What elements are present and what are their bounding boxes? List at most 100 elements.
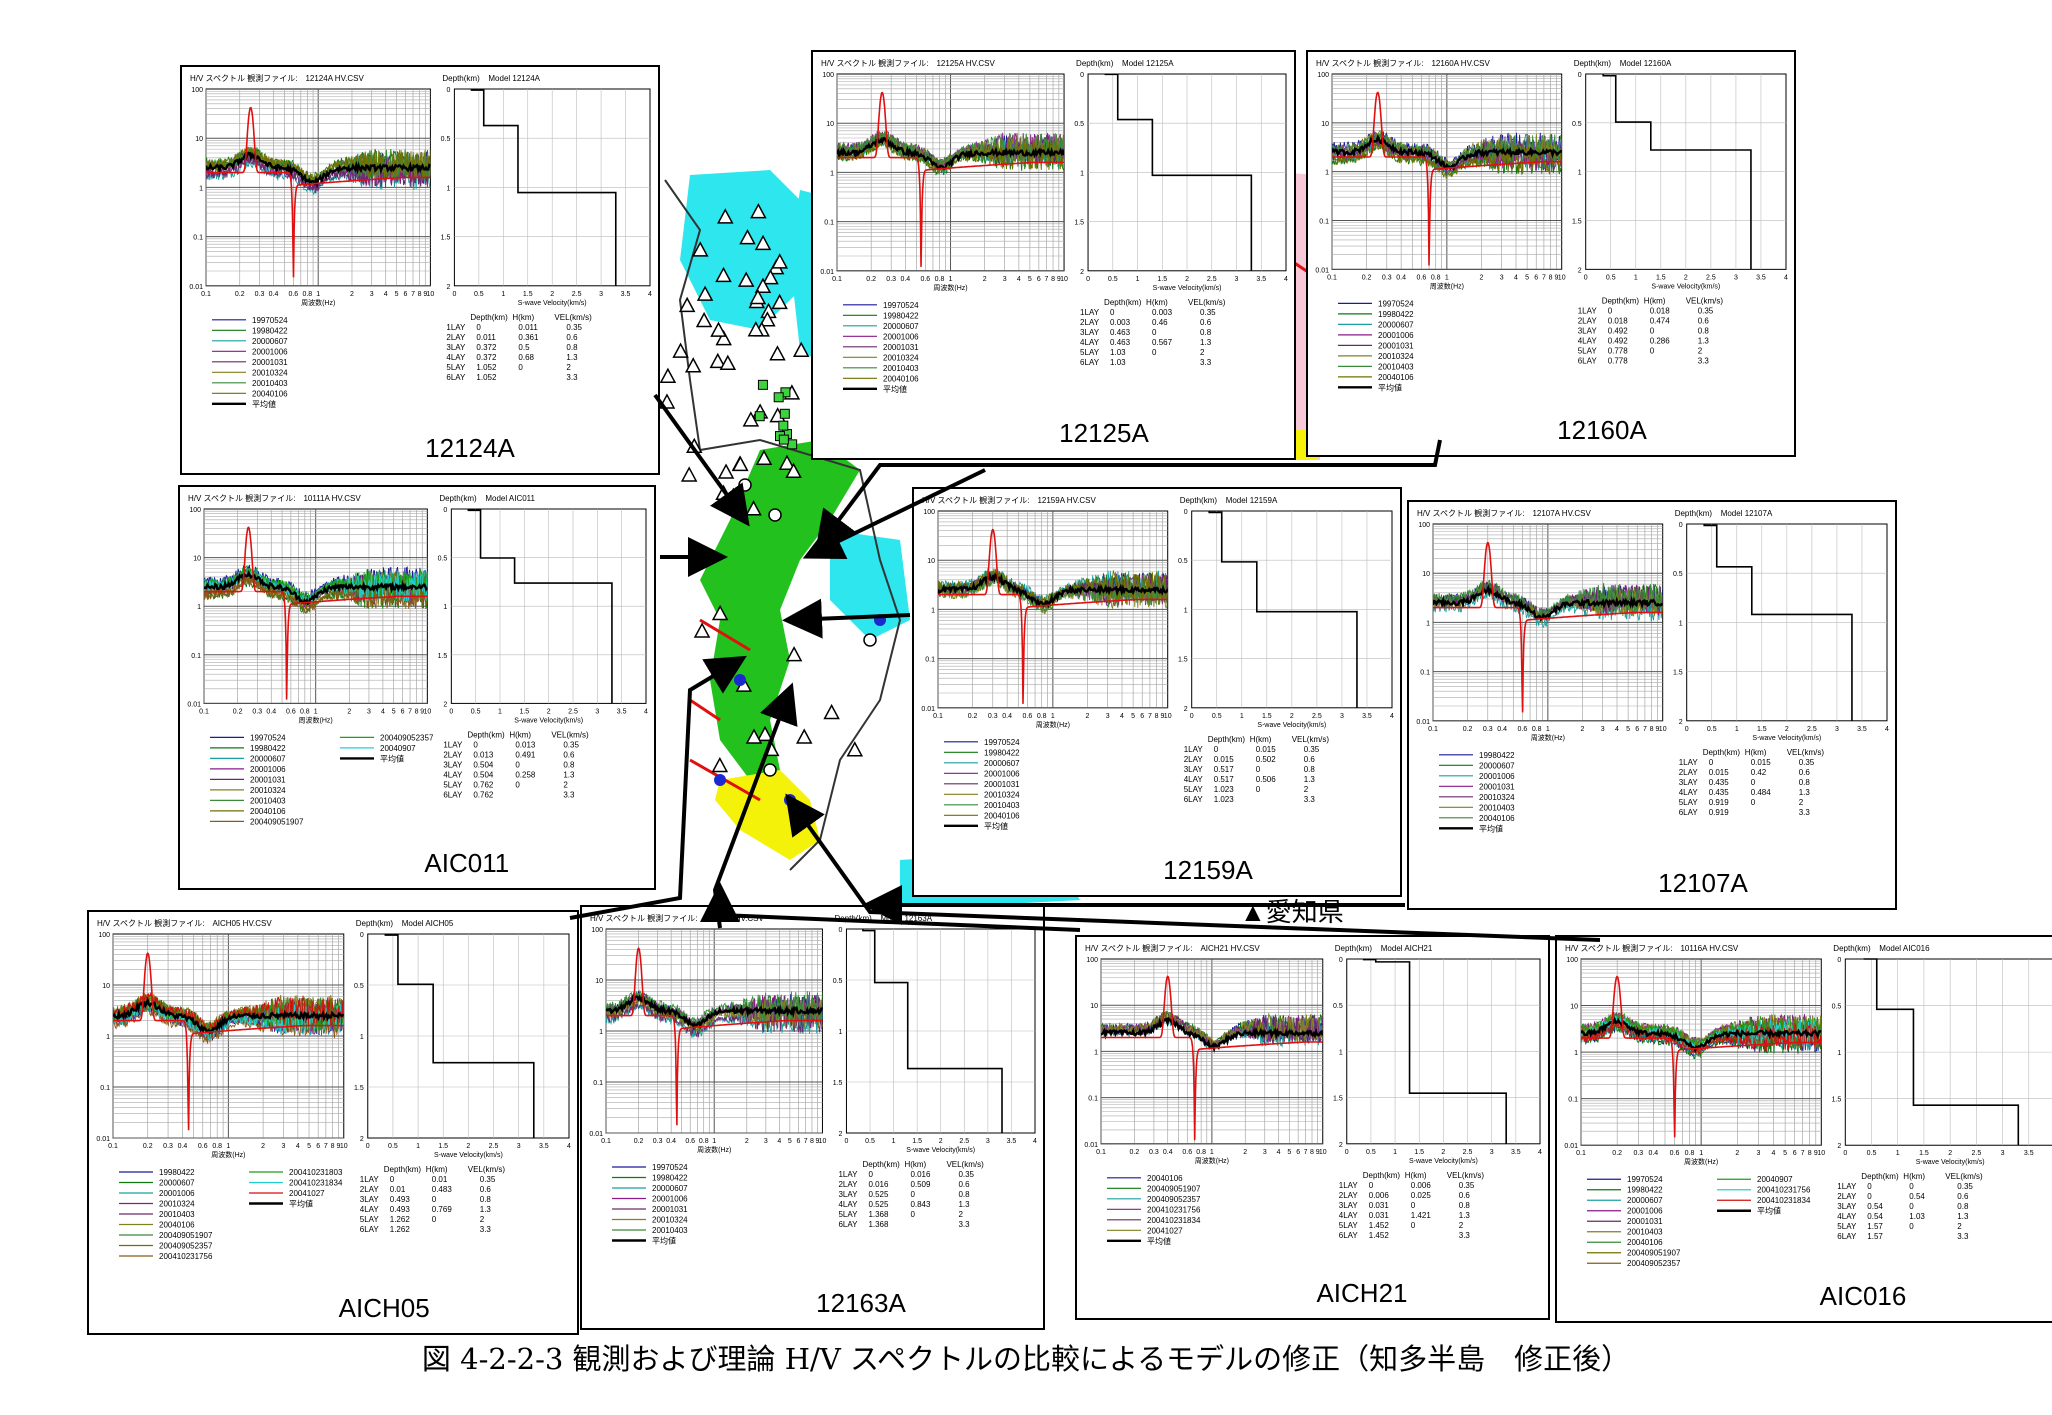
layer-name: 4LAY bbox=[1080, 338, 1100, 347]
layer-thickness: 0.025 bbox=[1411, 1191, 1432, 1200]
legend-label: 20001031 bbox=[1479, 782, 1515, 791]
profile-y-tick: 0.5 bbox=[1178, 558, 1188, 565]
model-label: Model AIC011 bbox=[485, 494, 535, 503]
profile-x-tick: 2 bbox=[939, 1138, 943, 1145]
legend-label: 平均値 bbox=[1479, 823, 1503, 833]
hv-x-tick: 7 bbox=[1045, 276, 1049, 283]
site-label: AICH21 bbox=[1316, 1278, 1407, 1308]
hv-x-tick: 3 bbox=[281, 1143, 285, 1150]
theoretical-spectrum bbox=[1332, 91, 1562, 266]
depth-header: Depth(km) bbox=[1675, 509, 1713, 518]
hv-y-tick: 1 bbox=[106, 1034, 110, 1041]
layer-depth: 0 bbox=[1214, 745, 1219, 754]
hv-x-label: 周波数(Hz) bbox=[1430, 281, 1464, 290]
layer-name: 6LAY bbox=[1080, 358, 1100, 367]
profile-x-tick: 1.5 bbox=[1919, 1150, 1929, 1157]
profile-y-tick: 1 bbox=[360, 1034, 364, 1041]
profile-x-tick: 3 bbox=[595, 708, 599, 715]
layer-name: 6LAY bbox=[1679, 808, 1699, 817]
layer-name: 2LAY bbox=[1184, 755, 1204, 764]
theoretical-spectrum bbox=[206, 106, 431, 278]
profile-x-label: S-wave Velocity(km/s) bbox=[1752, 735, 1821, 742]
layer-thickness: 0.003 bbox=[1152, 308, 1173, 317]
layer-depth: 0 bbox=[1369, 1181, 1374, 1190]
panel-svg: H/V スペクトル 観測ファイル: 10111A HV.CSV Depth(km)… bbox=[187, 493, 648, 878]
observed-spectrum bbox=[113, 1001, 344, 1041]
hv-x-label: 周波数(Hz) bbox=[1195, 1156, 1229, 1165]
hv-y-tick: 100 bbox=[1086, 957, 1098, 964]
layer-name: 6LAY bbox=[360, 1225, 380, 1234]
profile-x-label: S-wave Velocity(km/s) bbox=[1409, 1158, 1478, 1165]
hv-x-tick: 5 bbox=[1028, 276, 1032, 283]
profile-x-tick: 3 bbox=[986, 1138, 990, 1145]
hv-x-tick: 7 bbox=[411, 291, 415, 298]
profile-x-tick: 2.5 bbox=[959, 1138, 969, 1145]
panel-svg: H/V スペクトル 観測ファイル: 12107A HV.CSV Depth(km)… bbox=[1416, 508, 1889, 898]
profile-x-tick: 2 bbox=[1441, 1149, 1445, 1156]
layer-depth: 0.015 bbox=[1214, 755, 1235, 764]
layer-velocity: 1.3 bbox=[566, 353, 578, 362]
station-circle-open bbox=[738, 478, 752, 492]
layer-thickness: 0.016 bbox=[910, 1170, 931, 1179]
layer-velocity: 0.6 bbox=[566, 333, 578, 342]
hv-x-tick: 4 bbox=[1772, 1150, 1776, 1157]
legend-label: 19970524 bbox=[1378, 299, 1414, 308]
hv-x-tick: 0.2 bbox=[235, 291, 245, 298]
hv-y-tick: 1 bbox=[830, 170, 834, 177]
panel-svg: H/V スペクトル 観測ファイル: 12125A HV.CSV Depth(km)… bbox=[820, 58, 1288, 448]
hv-x-tick: 0.6 bbox=[288, 291, 298, 298]
profile-y-tick: 1.5 bbox=[1178, 657, 1188, 664]
layer-depth: 0.003 bbox=[1110, 318, 1131, 327]
profile-x-tick: 0.5 bbox=[1212, 713, 1222, 720]
hv-header: H/V スペクトル 観測ファイル: AICH05 HV.CSV bbox=[97, 918, 272, 928]
hv-x-tick: 2 bbox=[347, 708, 351, 715]
layer-name: 1LAY bbox=[1837, 1182, 1857, 1191]
hv-x-tick: 0.4 bbox=[666, 1138, 676, 1145]
profile-x-tick: 1 bbox=[498, 708, 502, 715]
layer-name: 3LAY bbox=[1080, 328, 1100, 337]
hv-x-tick: 5 bbox=[1783, 1150, 1787, 1157]
profile-y-tick: 2 bbox=[443, 701, 447, 708]
profile-x-tick: 2.5 bbox=[489, 1143, 499, 1150]
table-header: H(km) bbox=[1745, 748, 1767, 757]
profile-y-tick: 0 bbox=[1679, 522, 1683, 529]
depth-header: Depth(km) bbox=[356, 919, 394, 928]
profile-x-tick: 2 bbox=[1948, 1150, 1952, 1157]
layer-depth: 0.006 bbox=[1369, 1191, 1390, 1200]
profile-y-tick: 0 bbox=[446, 87, 450, 94]
legend-label: 20040106 bbox=[252, 389, 288, 398]
legend-label: 20000607 bbox=[159, 1179, 195, 1188]
table-header: Depth(km) bbox=[1602, 296, 1640, 305]
layer-name: 5LAY bbox=[838, 1210, 858, 1219]
legend-label: 19980422 bbox=[1479, 751, 1515, 760]
layer-velocity: 0.8 bbox=[958, 1190, 970, 1199]
station-triangle bbox=[684, 357, 702, 373]
velocity-profile-line bbox=[1703, 524, 1853, 721]
legend-label: 20010403 bbox=[1627, 1228, 1663, 1237]
hv-y-tick: 0.01 bbox=[1315, 267, 1329, 274]
hv-x-tick: 2 bbox=[1479, 274, 1483, 281]
profile-x-tick: 1.5 bbox=[912, 1138, 922, 1145]
layer-velocity: 0.6 bbox=[1799, 768, 1811, 777]
profile-y-tick: 0 bbox=[1080, 72, 1084, 79]
legend-label: 19970524 bbox=[984, 738, 1020, 747]
hv-x-tick: 0.1 bbox=[201, 291, 211, 298]
station-triangle bbox=[715, 266, 732, 283]
layer-name: 5LAY bbox=[1837, 1222, 1857, 1231]
layer-thickness: 0.483 bbox=[432, 1185, 453, 1194]
hv-y-tick: 0.1 bbox=[100, 1085, 110, 1092]
hv-x-tick: 1 bbox=[1051, 713, 1055, 720]
site-label: 12160A bbox=[1557, 415, 1647, 445]
hv-x-tick: 0.8 bbox=[935, 276, 945, 283]
hv-x-tick: 2 bbox=[1735, 1150, 1739, 1157]
hv-x-tick: 1 bbox=[314, 708, 318, 715]
layer-name: 6LAY bbox=[1837, 1232, 1857, 1241]
layer-velocity: 1.3 bbox=[563, 770, 575, 779]
profile-y-tick: 2 bbox=[1837, 1143, 1841, 1150]
table-header: VEL(km/s) bbox=[1292, 735, 1330, 744]
hv-spectrum-plot bbox=[937, 510, 1169, 709]
layer-depth: 0.517 bbox=[1214, 775, 1235, 784]
layer-name: 3LAY bbox=[443, 760, 463, 769]
hv-x-tick: 4 bbox=[1277, 1149, 1281, 1156]
layer-velocity: 3.3 bbox=[1957, 1232, 1969, 1241]
